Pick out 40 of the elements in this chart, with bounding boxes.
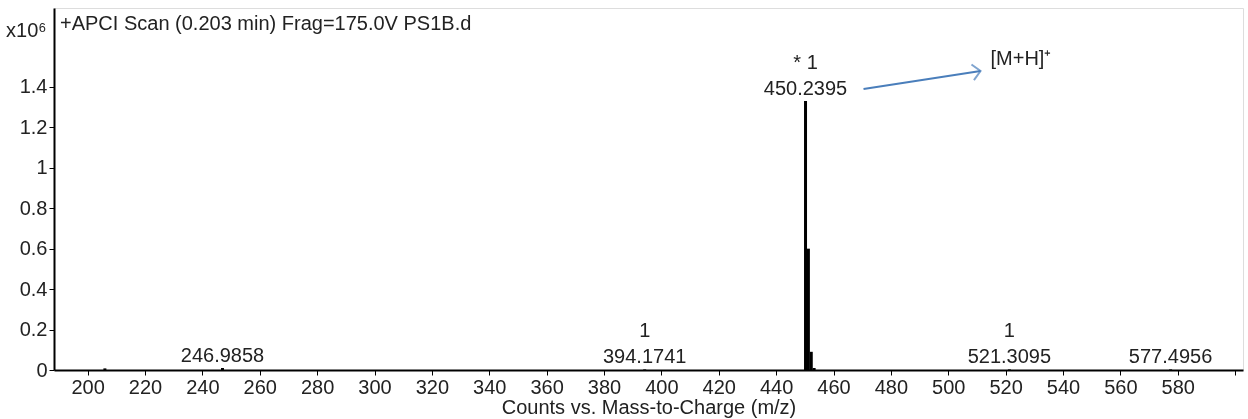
annotation: * 1 — [793, 51, 818, 74]
x-tick-label: 580 — [1161, 375, 1195, 398]
y-tick-label: 0 — [36, 358, 48, 381]
y-tick-label: 0.8 — [19, 196, 48, 219]
x-tick-label: 380 — [587, 375, 622, 398]
annotation: 450.2395 — [763, 77, 848, 100]
x-tick-label: 540 — [1046, 375, 1081, 398]
x-axis-title: Counts vs. Mass-to-Charge (m/z) — [501, 395, 797, 418]
x-tick-label: 560 — [1104, 375, 1138, 398]
annotation: 1 — [639, 319, 651, 342]
x-tick-label: 200 — [71, 375, 105, 398]
x-tick-label: 400 — [645, 375, 679, 398]
x-tick-label: 320 — [415, 375, 450, 398]
y-tick-label: 0.2 — [19, 318, 48, 341]
x-tick-label: 440 — [759, 375, 794, 398]
x-tick-label: 340 — [473, 375, 507, 398]
annotation: 521.3095 — [967, 345, 1052, 368]
y-tick-label: 0.4 — [19, 277, 48, 300]
y-tick-label: 0.6 — [19, 237, 48, 260]
annotation: 246.9858 — [180, 343, 265, 366]
y-tick-label: 1.2 — [19, 115, 48, 138]
x-tick-label: 300 — [358, 375, 392, 398]
annotation: 577.4956 — [1128, 345, 1213, 368]
y-tick-label: 1 — [36, 156, 48, 179]
x-tick-label: 360 — [530, 375, 564, 398]
x-tick-label: 260 — [243, 375, 277, 398]
x-tick-label: 420 — [702, 375, 736, 398]
x-tick-label: 520 — [989, 375, 1023, 398]
annotation: 394.1741 — [602, 345, 687, 368]
x-tick-label: 240 — [186, 375, 220, 398]
x-tick-label: 460 — [817, 375, 851, 398]
x-tick-label: 480 — [874, 375, 909, 398]
y-tick-label: 1.4 — [19, 75, 48, 98]
x-tick-label: 280 — [300, 375, 335, 398]
x-tick-label: 500 — [932, 375, 966, 398]
y-axis-title: x10⁶ — [6, 18, 47, 41]
annotation: 1 — [1003, 319, 1015, 342]
chart-title: +APCI Scan (0.203 min) Frag=175.0V PS1B.d — [60, 12, 472, 34]
annotation: [M+H]⁺ — [990, 47, 1052, 70]
x-tick-label: 220 — [128, 375, 163, 398]
